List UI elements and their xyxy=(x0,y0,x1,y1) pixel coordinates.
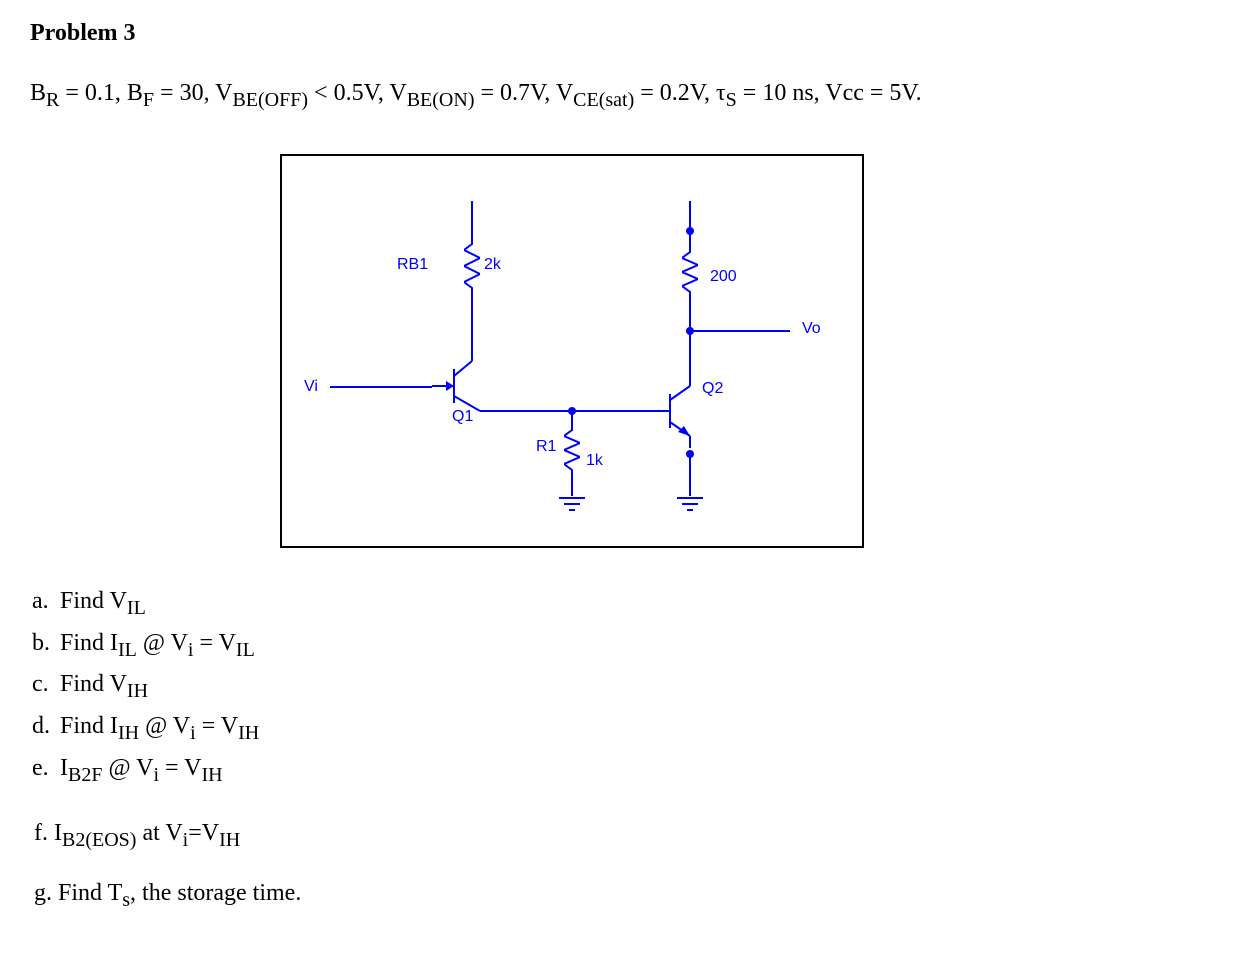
node-vcc xyxy=(686,227,694,235)
wire-q2c xyxy=(689,331,691,374)
question-d: Find IIH @ Vi = VIH xyxy=(60,708,1208,748)
circuit-diagram: Vi Q1 xyxy=(280,154,864,548)
question-f: f. IB2(EOS) at Vi=VIH xyxy=(30,815,1208,855)
resistor-rb1 xyxy=(464,238,480,298)
label-r1-val: 1k xyxy=(586,452,603,470)
questions: Find VIL Find IIL @ Vi = VIL Find VIH Fi… xyxy=(30,583,1208,915)
wire-rb1-bottom xyxy=(471,298,473,351)
wire-200-bot xyxy=(689,298,691,331)
question-c: Find VIH xyxy=(60,666,1208,706)
parameters-line: BR = 0.1, BF = 30, VBE(OFF) < 0.5V, VBE(… xyxy=(30,77,1208,114)
question-b: Find IIL @ Vi = VIL xyxy=(60,625,1208,665)
label-rb1: RB1 xyxy=(397,256,428,274)
circuit-container: Vi Q1 xyxy=(280,154,1208,548)
wire-r1-top xyxy=(571,411,573,426)
question-g: g. Find Ts, the storage time. xyxy=(30,875,1208,915)
question-a: Find VIL xyxy=(60,583,1208,623)
label-vo: Vo xyxy=(802,320,821,338)
label-vi: Vi xyxy=(304,378,318,396)
wire-node-q2b xyxy=(572,410,652,412)
problem-title: Problem 3 xyxy=(30,20,1208,47)
label-rb1-val: 2k xyxy=(484,256,501,274)
wire-q1c-node xyxy=(502,410,572,412)
resistor-200 xyxy=(682,248,698,298)
ground-q2 xyxy=(677,496,703,514)
wire-vi xyxy=(330,386,432,388)
questions-list: Find VIL Find IIL @ Vi = VIL Find VIH Fi… xyxy=(30,583,1208,790)
label-200: 200 xyxy=(710,268,737,286)
wire-rb1-top xyxy=(471,201,473,238)
resistor-r1 xyxy=(564,426,580,476)
wire-vo xyxy=(690,330,790,332)
label-q1: Q1 xyxy=(452,408,473,426)
question-e: IB2F @ Vi = VIH xyxy=(60,750,1208,790)
label-r1: R1 xyxy=(536,438,556,456)
ground-r1 xyxy=(559,496,585,514)
label-q2: Q2 xyxy=(702,380,723,398)
wire-q2e xyxy=(689,454,691,496)
wire-r1-bottom xyxy=(571,476,573,496)
wire-200-top xyxy=(689,201,691,248)
